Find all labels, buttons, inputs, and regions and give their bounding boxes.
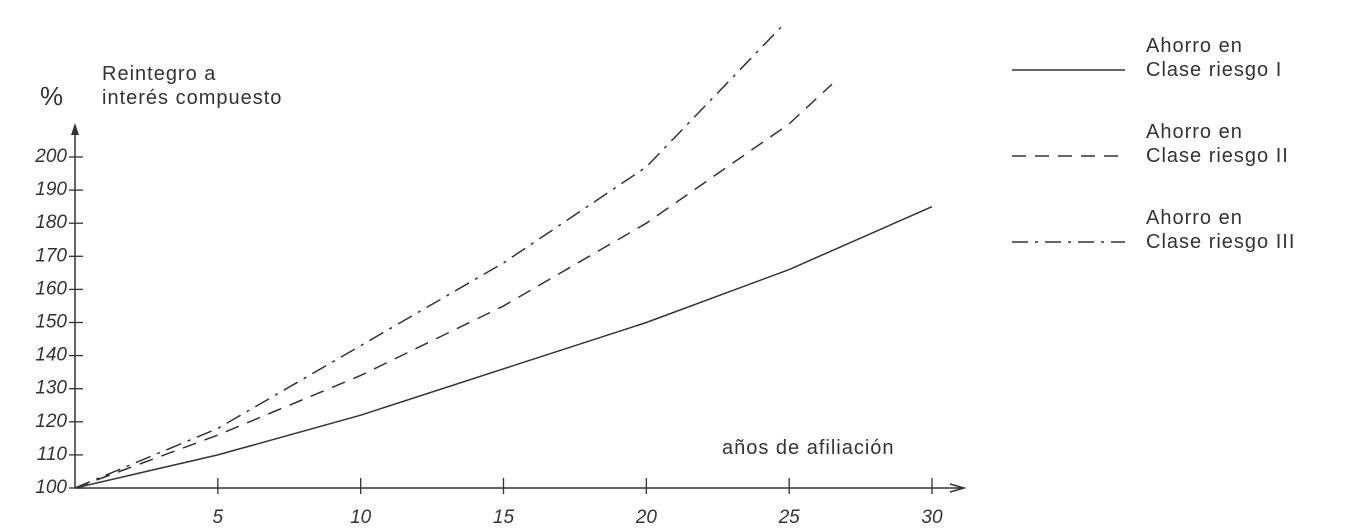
y-tick-label: 160 [35,278,67,299]
x-tick-label: 20 [635,507,658,528]
x-axis-label: años de afiliación [722,437,895,459]
y-tick-label: 110 [37,444,68,465]
legend-label: Ahorro en Clase riesgo II [1146,121,1289,167]
y-tick-label: 100 [35,477,67,498]
y-unit: % [40,81,65,111]
series-line [74,24,784,489]
y-axis-label: Reintegro a interés compuesto [102,63,283,109]
x-tick-label: 30 [921,507,943,528]
legend-label: Ahorro en Clase riesgo III [1146,207,1296,253]
x-axis-arrow [949,483,967,493]
x-tick-label: 15 [493,507,515,528]
series-line [74,205,933,489]
legend-label: Ahorro en Clase riesgo I [1146,35,1283,81]
y-tick-label: 140 [35,345,67,366]
y-tick-label: 180 [35,212,67,233]
x-tick-label: 10 [350,507,372,528]
y-tick-label: 170 [35,245,67,266]
y-tick-label: 130 [35,378,67,399]
y-tick-label: 190 [35,179,67,200]
y-axis-arrow [71,123,79,135]
y-tick-label: 200 [34,146,67,167]
y-tick-label: 150 [35,312,67,333]
x-tick-label: 5 [213,507,224,528]
series-line [74,83,833,489]
y-tick-label: 120 [35,411,67,432]
x-tick-label: 25 [778,507,801,528]
